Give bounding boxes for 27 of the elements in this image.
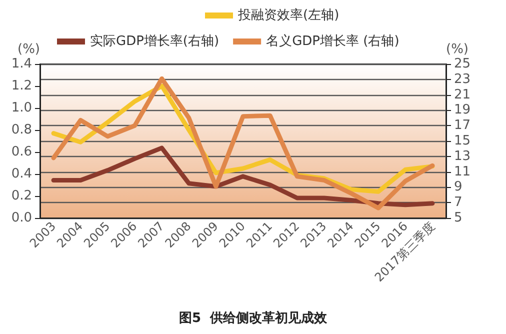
y-axis-title: (%) bbox=[18, 42, 40, 57]
line-series bbox=[51, 146, 435, 208]
y-tick-label: 0.2 bbox=[11, 188, 32, 204]
y-tick-label: 1.2 bbox=[11, 78, 32, 94]
y-tick-label: 1.4 bbox=[11, 56, 32, 72]
y2-tick-label: 5 bbox=[454, 210, 462, 226]
y2-tick-label: 21 bbox=[454, 87, 471, 102]
y-tick-label: 0.4 bbox=[11, 166, 32, 182]
y2-tick-label: 23 bbox=[454, 72, 471, 87]
y2-tick-label: 9 bbox=[454, 180, 462, 195]
y2-tick-label: 19 bbox=[454, 102, 471, 118]
legend-label: 名义GDP增长率 (右轴) bbox=[266, 33, 400, 49]
text: 图5 供给侧改革初见成效 bbox=[178, 310, 328, 326]
y-tick-label: 0.8 bbox=[11, 122, 32, 138]
legend-label: 实际GDP增长率(右轴) bbox=[90, 33, 220, 49]
y-tick-label: 1.0 bbox=[11, 100, 32, 116]
y2-tick-label: 15 bbox=[454, 134, 471, 148]
line-series bbox=[51, 76, 435, 210]
y2-tick-label: 13 bbox=[454, 148, 471, 164]
y2-tick-label: 17 bbox=[454, 118, 471, 134]
y2-tick-label: 11 bbox=[454, 164, 471, 180]
legend-label: 投融资效率(左轴) bbox=[237, 7, 340, 23]
y2-axis-title: (%) bbox=[446, 42, 468, 57]
y-tick-label: 0.0 bbox=[11, 210, 32, 226]
y-tick-label: 0.6 bbox=[11, 144, 32, 160]
y2-tick-label: 25 bbox=[454, 56, 471, 72]
y2-tick-label: 7 bbox=[454, 195, 462, 210]
